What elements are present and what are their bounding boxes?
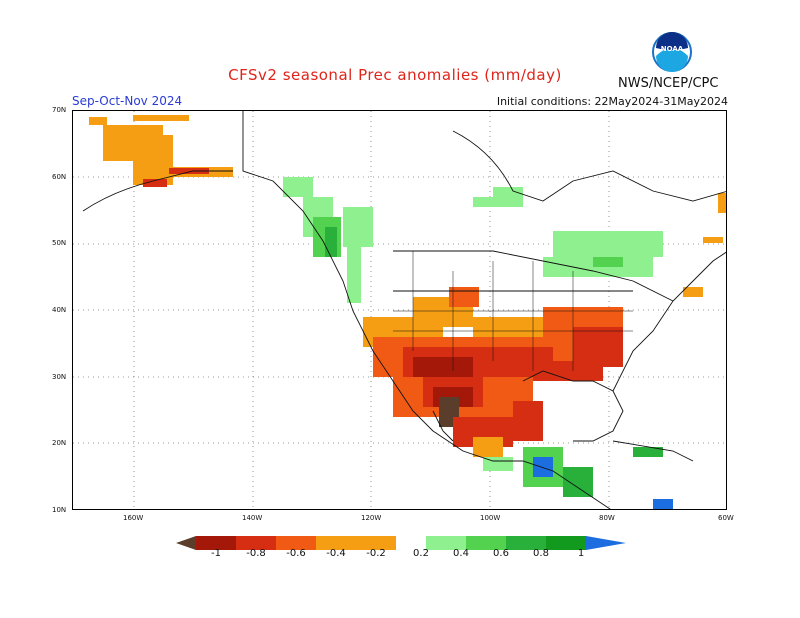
state-borders: [393, 251, 633, 371]
colorbar-label: -1: [211, 548, 221, 559]
lat-label-60n: 60N: [52, 173, 67, 181]
pacific-nw-wet: [283, 177, 523, 303]
colorbar-label: -0.4: [326, 548, 346, 559]
colorbar-segment: [276, 536, 316, 550]
east-canada-wet: [543, 193, 726, 297]
colorbar-segment: [546, 536, 586, 550]
colorbar-arrow-left: [176, 536, 196, 550]
lat-label-10n: 10N: [52, 506, 67, 514]
colorbar: [176, 536, 626, 550]
colorbar-label: -0.6: [286, 548, 306, 559]
lon-label-80w: 80W: [599, 514, 615, 522]
colorbar-label: 1: [577, 548, 585, 559]
lon-label-160w: 160W: [123, 514, 144, 522]
colorbar-segment: [396, 536, 426, 550]
logo-text: NOAA: [661, 45, 684, 53]
lon-label-100w: 100W: [480, 514, 501, 522]
season-label: Sep-Oct-Nov 2024: [72, 94, 183, 108]
colorbar-segment: [236, 536, 276, 550]
colorbar-label: 0.6: [493, 548, 509, 559]
lon-label-60w: 60W: [718, 514, 734, 522]
colorbar-label: -0.8: [246, 548, 266, 559]
alaska-anomaly: [89, 115, 233, 187]
lon-label-120w: 120W: [361, 514, 382, 522]
colorbar-label: -0.2: [366, 548, 386, 559]
colorbar-segment: [426, 536, 466, 550]
agency-label: NWS/NCEP/CPC: [618, 76, 719, 91]
initial-conditions-label: Initial conditions: 22May2024-31May2024: [496, 95, 728, 108]
colorbar-label: 0.4: [453, 548, 469, 559]
map-canvas: [73, 111, 726, 509]
colorbar-label: 0.2: [413, 548, 429, 559]
coastlines: [82, 111, 726, 509]
map-title: CFSv2 seasonal Prec anomalies (mm/day): [228, 66, 562, 84]
colorbar-arrow-right: [586, 536, 626, 550]
lat-label-30n: 30N: [52, 373, 67, 381]
colorbar-segment: [506, 536, 546, 550]
lat-label-20n: 20N: [52, 439, 67, 447]
lat-label-70n: 70N: [52, 106, 67, 114]
colorbar-segment: [196, 536, 236, 550]
colorbar-segment: [356, 536, 396, 550]
lon-label-140w: 140W: [242, 514, 263, 522]
lat-label-40n: 40N: [52, 306, 67, 314]
central-america-wet: [483, 447, 673, 509]
colorbar-segment: [466, 536, 506, 550]
lat-label-50n: 50N: [52, 239, 67, 247]
colorbar-segment: [316, 536, 356, 550]
noaa-logo: NOAA: [652, 32, 692, 72]
colorbar-label: 0.8: [533, 548, 549, 559]
anomaly-map: [72, 110, 727, 510]
southern-dry: [363, 287, 623, 457]
